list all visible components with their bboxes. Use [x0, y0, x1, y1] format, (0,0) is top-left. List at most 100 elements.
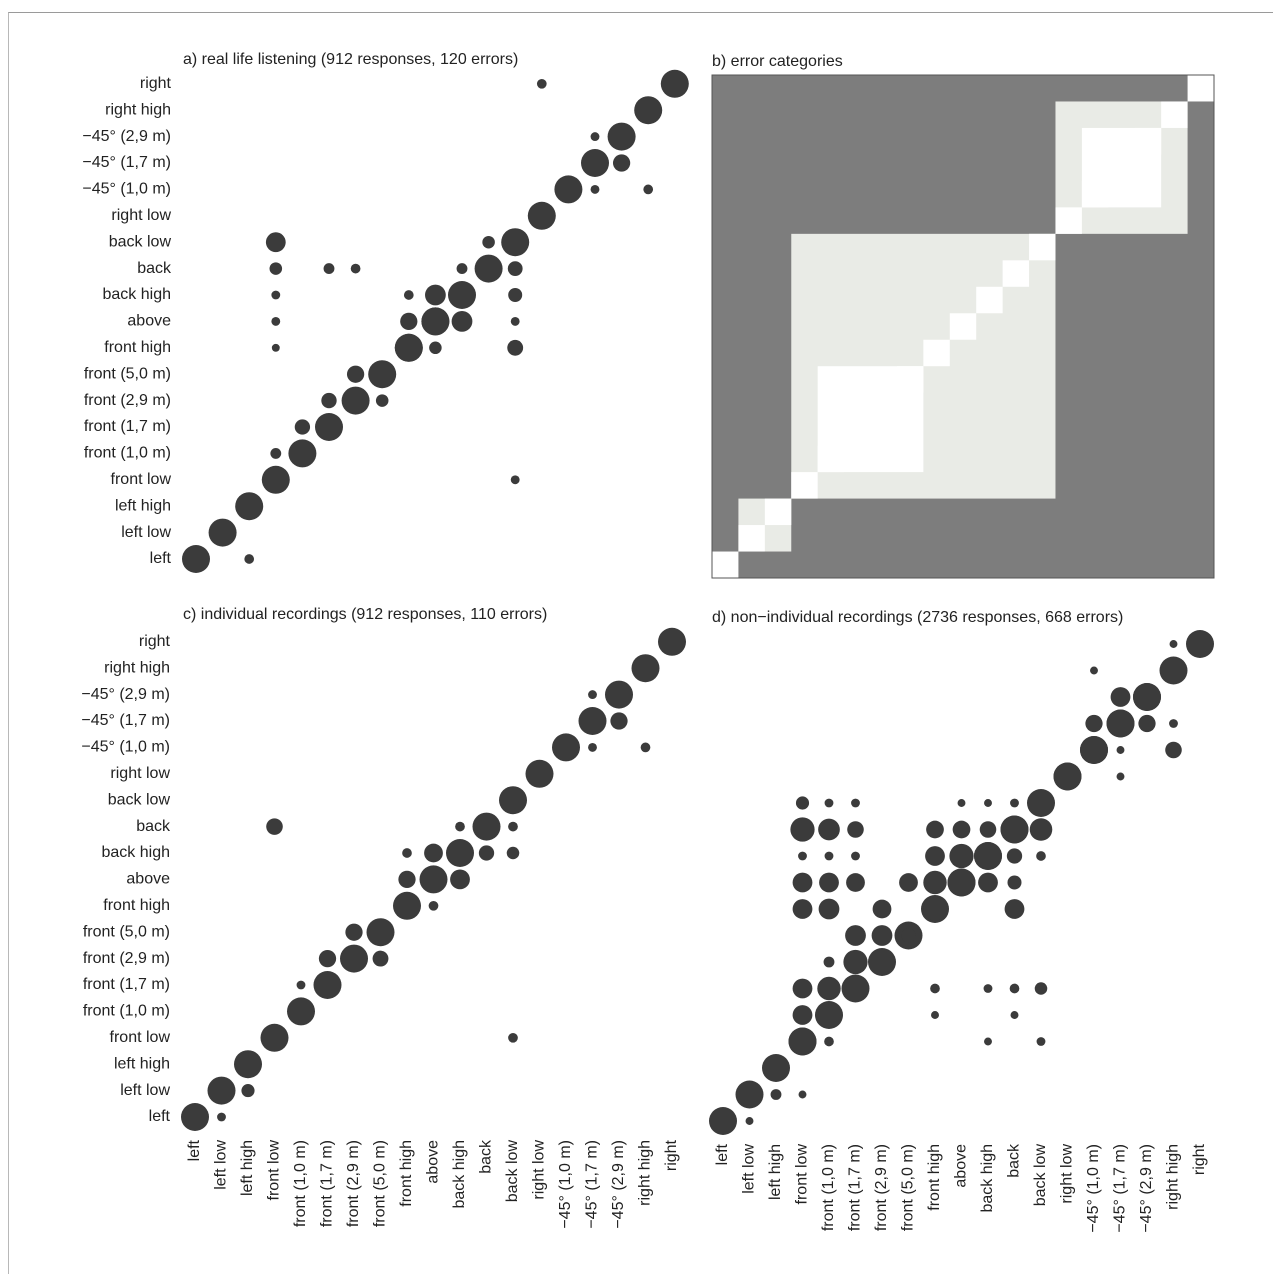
panel-d-point — [978, 872, 998, 893]
panel-c-y-tick: left — [149, 1108, 171, 1125]
panel-a-y-tick: front (1,0 m) — [84, 445, 171, 462]
panel-a-y-tick: right — [140, 75, 172, 92]
panel-a-point — [265, 232, 286, 253]
panel-d-point — [818, 898, 840, 920]
panel-a-point — [507, 261, 523, 277]
panel-a-point — [321, 392, 337, 409]
panel-a-y-tick: front low — [111, 471, 172, 488]
panel-c-point — [506, 846, 520, 860]
panel-c-x-tick: −45° (2,9 m) — [610, 1140, 627, 1229]
panel-d-point — [1009, 983, 1020, 994]
panel-c-y-tick: front (1,7 m) — [83, 976, 170, 993]
panel-d-point — [1080, 736, 1108, 764]
panel-c-y-tick: back high — [102, 844, 171, 861]
panel-a-point — [501, 228, 530, 257]
panel-a-y-tick: left low — [121, 524, 171, 541]
panel-d-point — [957, 799, 966, 807]
panel-a-point — [634, 96, 663, 125]
panel-d-point — [871, 925, 893, 946]
panel-c-point — [610, 712, 628, 730]
panel-c-point — [525, 759, 554, 788]
panel-a-point — [456, 263, 468, 275]
panel-d-point — [819, 872, 839, 893]
panel-c-point — [588, 690, 597, 700]
panel-c-x-tick: front (5,0 m) — [372, 1140, 389, 1227]
panel-c-point — [552, 733, 580, 762]
panel-c-point — [631, 654, 660, 683]
panel-d-point — [1010, 798, 1019, 808]
panel-d-point — [923, 897, 947, 921]
panel-c-y-tick: front low — [110, 1029, 171, 1046]
panel-a-point — [271, 290, 281, 300]
panel-c-y-tick: −45° (1,7 m) — [81, 712, 170, 729]
panel-d-point — [798, 1090, 807, 1099]
panel-d-point — [1006, 848, 1023, 864]
panel-a-y-tick: right low — [111, 207, 171, 224]
panel-c-point — [372, 950, 389, 967]
panel-a-point — [527, 201, 556, 230]
panel-d-point — [847, 821, 864, 838]
panel-d-point — [709, 1107, 737, 1135]
panel-a-y-tick: −45° (1,7 m) — [82, 154, 171, 171]
panel-c-x-tick: left low — [213, 1140, 230, 1190]
panel-d-x-tick: −45° (2,9 m) — [1138, 1144, 1155, 1233]
error-category-diagonal-cell — [923, 339, 950, 367]
panel-a-point — [507, 339, 524, 356]
panel-a-point — [368, 360, 397, 389]
panel-d-point — [983, 984, 993, 993]
panel-d-x-tick: left low — [741, 1144, 758, 1194]
panel-d-point — [1159, 656, 1188, 685]
panel-a-point — [323, 263, 335, 275]
panel-d-point — [952, 820, 971, 839]
panel-d-point — [845, 925, 866, 946]
panel-a-point — [208, 518, 237, 547]
panel-a-y-tick: right high — [105, 101, 171, 118]
panel-c-x-tick: left high — [239, 1140, 256, 1196]
panel-d-point — [1169, 640, 1178, 648]
panel-c-point — [296, 980, 306, 990]
panel-c-x-tick: right — [663, 1139, 680, 1171]
panel-c-point — [640, 742, 651, 753]
panel-a-point — [510, 316, 520, 326]
panel-a-y-tick: left high — [115, 497, 171, 514]
panel-d-point — [923, 870, 947, 895]
panel-c-point — [588, 742, 597, 752]
error-category-diagonal-cell — [817, 445, 845, 473]
panel-a-point — [315, 413, 343, 441]
panel-c-point — [424, 843, 443, 863]
panel-d-point — [851, 851, 860, 861]
panel-c-x-tick: above — [425, 1140, 442, 1184]
error-category-diagonal-cell — [738, 525, 765, 552]
panel-d-x-tick: front (2,9 m) — [873, 1144, 890, 1231]
panel-c-point — [428, 900, 439, 911]
panel-d-x-tick: back — [1006, 1143, 1023, 1178]
panel-d-x-tick: −45° (1,0 m) — [1085, 1144, 1102, 1233]
panel-d-point — [901, 928, 916, 943]
panel-c-point — [658, 627, 686, 656]
panel-c-point — [446, 839, 474, 867]
panel-a-point — [182, 545, 210, 573]
panel-a-point — [270, 447, 282, 459]
panel-a-point — [425, 284, 446, 306]
panel-d-point — [790, 817, 815, 842]
panel-c-point — [366, 918, 395, 947]
panel-a-point — [590, 184, 600, 194]
panel-c-y-tick: −45° (1,0 m) — [81, 739, 170, 756]
panel-a-point — [421, 307, 450, 336]
panel-a-point — [244, 554, 255, 564]
panel-a-y-tick: front (1,7 m) — [84, 418, 171, 435]
panel-a-point — [607, 122, 636, 151]
error-category-diagonal-cell — [1029, 233, 1056, 261]
panel-c-point — [478, 845, 495, 861]
panel-d-point — [1133, 683, 1161, 711]
panel-a-point — [400, 312, 418, 331]
panel-a-y-tick: above — [127, 313, 171, 330]
error-category-frame — [711, 74, 1215, 579]
panel-d-point — [930, 983, 940, 994]
panel-a-title: a) real life listening (912 responses, 1… — [183, 51, 518, 68]
panel-a-y-tick: back — [137, 260, 172, 277]
panel-a-point — [394, 333, 423, 362]
panel-c-point — [605, 680, 633, 709]
panel-a-point — [510, 475, 520, 485]
panel-d-point — [745, 1117, 754, 1125]
